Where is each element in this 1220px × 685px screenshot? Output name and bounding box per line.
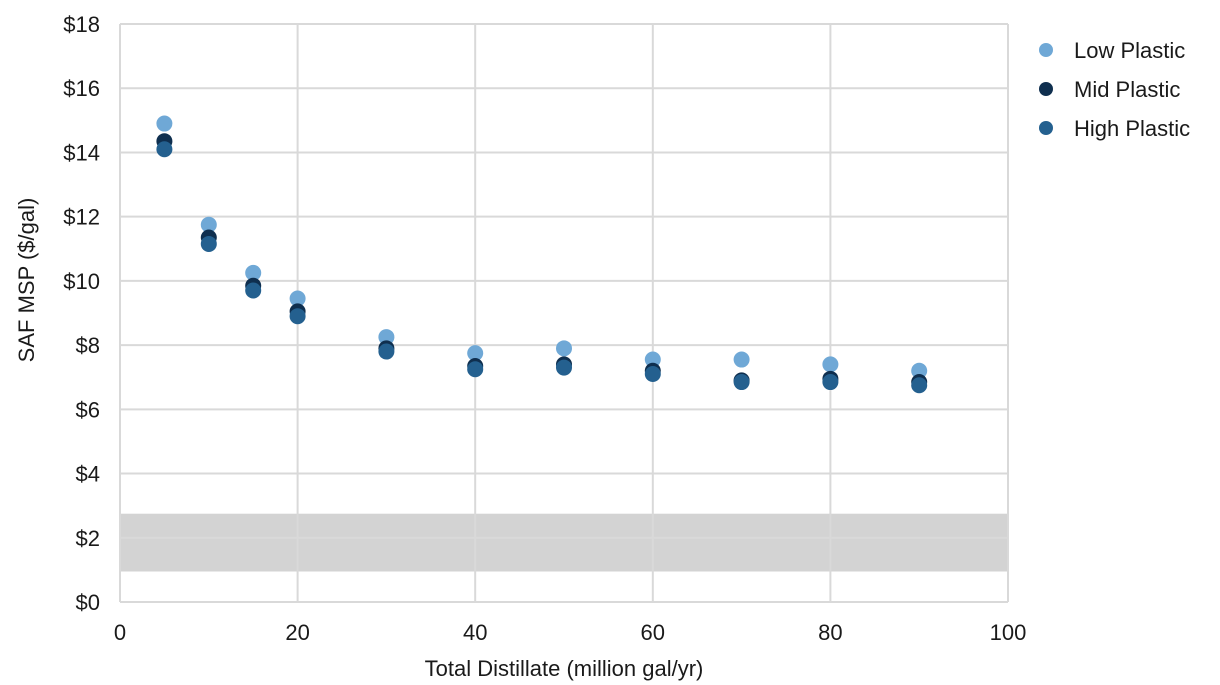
point-high-plastic [289, 308, 306, 325]
point-low-plastic [378, 329, 395, 346]
x-tick-label: 0 [114, 620, 126, 645]
x-tick-label: 80 [818, 620, 842, 645]
y-axis-title: SAF MSP ($/gal) [14, 198, 39, 363]
x-tick-label: 100 [990, 620, 1027, 645]
y-tick-label: $8 [76, 333, 100, 358]
gridlines [120, 23, 1009, 602]
legend: Low Plastic Mid Plastic High Plastic [1039, 38, 1190, 141]
point-high-plastic [467, 361, 484, 378]
legend-marker-high-plastic [1039, 121, 1053, 135]
axes: $0 $2 $4 $6 $8 $10 $12 $14 $16 $18 0 20 40 60 80 100 [63, 12, 1026, 645]
point-high-plastic [245, 282, 262, 299]
x-tick-label: 40 [463, 620, 487, 645]
reference-band-layer [120, 513, 1008, 572]
point-low-plastic [200, 216, 217, 233]
point-low-plastic [911, 362, 928, 379]
point-high-plastic [733, 374, 750, 391]
point-low-plastic [289, 290, 306, 307]
y-tick-label: $2 [76, 526, 100, 551]
point-low-plastic [156, 115, 173, 132]
legend-marker-low-plastic [1039, 43, 1053, 57]
point-high-plastic [378, 343, 395, 360]
point-high-plastic [556, 359, 572, 376]
shaded-reference-band [120, 513, 1008, 572]
data-points [156, 115, 928, 394]
point-low-plastic [644, 351, 661, 368]
point-low-plastic [467, 345, 484, 362]
y-tick-label: $6 [76, 397, 100, 422]
legend-label-high-plastic: High Plastic [1074, 116, 1190, 141]
point-low-plastic [556, 340, 572, 357]
point-high-plastic [822, 374, 839, 391]
point-low-plastic [245, 264, 262, 281]
y-tick-label: $16 [63, 76, 100, 101]
y-tick-label: $10 [63, 269, 100, 294]
point-high-plastic [911, 377, 928, 394]
y-tick-label: $18 [63, 12, 100, 37]
y-tick-label: $4 [76, 462, 100, 487]
x-tick-label: 60 [641, 620, 665, 645]
point-low-plastic [822, 356, 839, 373]
y-tick-label: $14 [63, 140, 100, 165]
x-tick-label: 20 [285, 620, 309, 645]
legend-label-mid-plastic: Mid Plastic [1074, 77, 1180, 102]
legend-marker-mid-plastic [1039, 82, 1053, 96]
point-low-plastic [733, 351, 750, 368]
point-high-plastic [156, 141, 173, 158]
y-tick-label: $12 [63, 205, 100, 230]
point-high-plastic [200, 235, 217, 252]
point-high-plastic [644, 366, 661, 383]
y-tick-label: $0 [76, 590, 100, 615]
x-axis-title: Total Distillate (million gal/yr) [425, 656, 704, 681]
legend-label-low-plastic: Low Plastic [1074, 38, 1185, 63]
